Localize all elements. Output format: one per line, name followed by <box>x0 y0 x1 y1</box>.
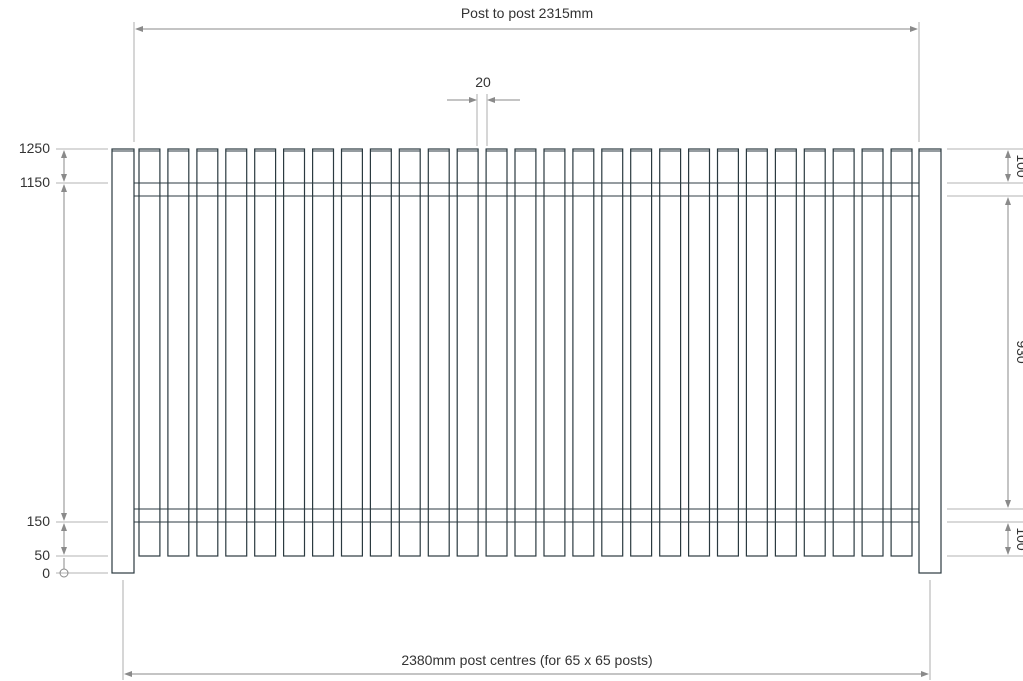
fence-slat <box>745 148 768 557</box>
fence-slat <box>167 148 190 557</box>
fence-slat <box>398 148 421 557</box>
fence-slat <box>283 148 306 557</box>
fence-slat <box>369 148 392 557</box>
right-bottom-label: 100 <box>1014 527 1023 551</box>
fence-slat <box>225 148 248 557</box>
fence-slat <box>572 148 595 557</box>
height-level-label: 0 <box>42 565 50 581</box>
slat-group <box>138 148 913 557</box>
fence-slat <box>630 148 653 557</box>
fence-slat <box>803 148 826 557</box>
left-post <box>111 148 135 574</box>
fence-slat <box>254 148 277 557</box>
gap-dimension: 20 <box>447 74 520 146</box>
fence-slat <box>774 148 797 557</box>
right-post <box>918 148 942 574</box>
fence-slat <box>601 148 624 557</box>
bottom-width-label: 2380mm post centres (for 65 x 65 posts) <box>401 652 652 668</box>
right-dimensions: 100 930 100 <box>947 148 1023 557</box>
fence-slat <box>861 148 884 557</box>
fence-slat <box>832 148 855 557</box>
height-levels: 1250 1150 150 50 0 <box>19 140 108 581</box>
fence-slat <box>659 148 682 557</box>
gap-label: 20 <box>475 74 491 90</box>
fence-slat <box>340 148 363 557</box>
fence-slat <box>485 148 508 557</box>
fence-slat <box>456 148 479 557</box>
rail-group <box>134 182 919 523</box>
fence-slat <box>138 148 161 557</box>
fence-slat <box>716 148 739 557</box>
fence-slat <box>196 148 219 557</box>
fence-slat <box>890 148 913 557</box>
fence-slat <box>514 148 537 557</box>
bottom-width-dimension: 2380mm post centres (for 65 x 65 posts) <box>122 580 931 680</box>
height-level-label: 1250 <box>19 140 50 156</box>
fence-slat <box>427 148 450 557</box>
right-top-label: 100 <box>1014 154 1023 178</box>
top-width-dimension: Post to post 2315mm <box>133 5 920 142</box>
height-level-label: 150 <box>27 513 51 529</box>
top-width-label: Post to post 2315mm <box>461 5 593 21</box>
fence-slat <box>543 148 566 557</box>
fence-slat <box>687 148 711 557</box>
height-level-label: 50 <box>34 547 50 563</box>
right-middle-label: 930 <box>1014 340 1023 364</box>
fence <box>111 148 942 574</box>
height-level-label: 1150 <box>20 174 50 190</box>
fence-slat <box>312 148 335 557</box>
